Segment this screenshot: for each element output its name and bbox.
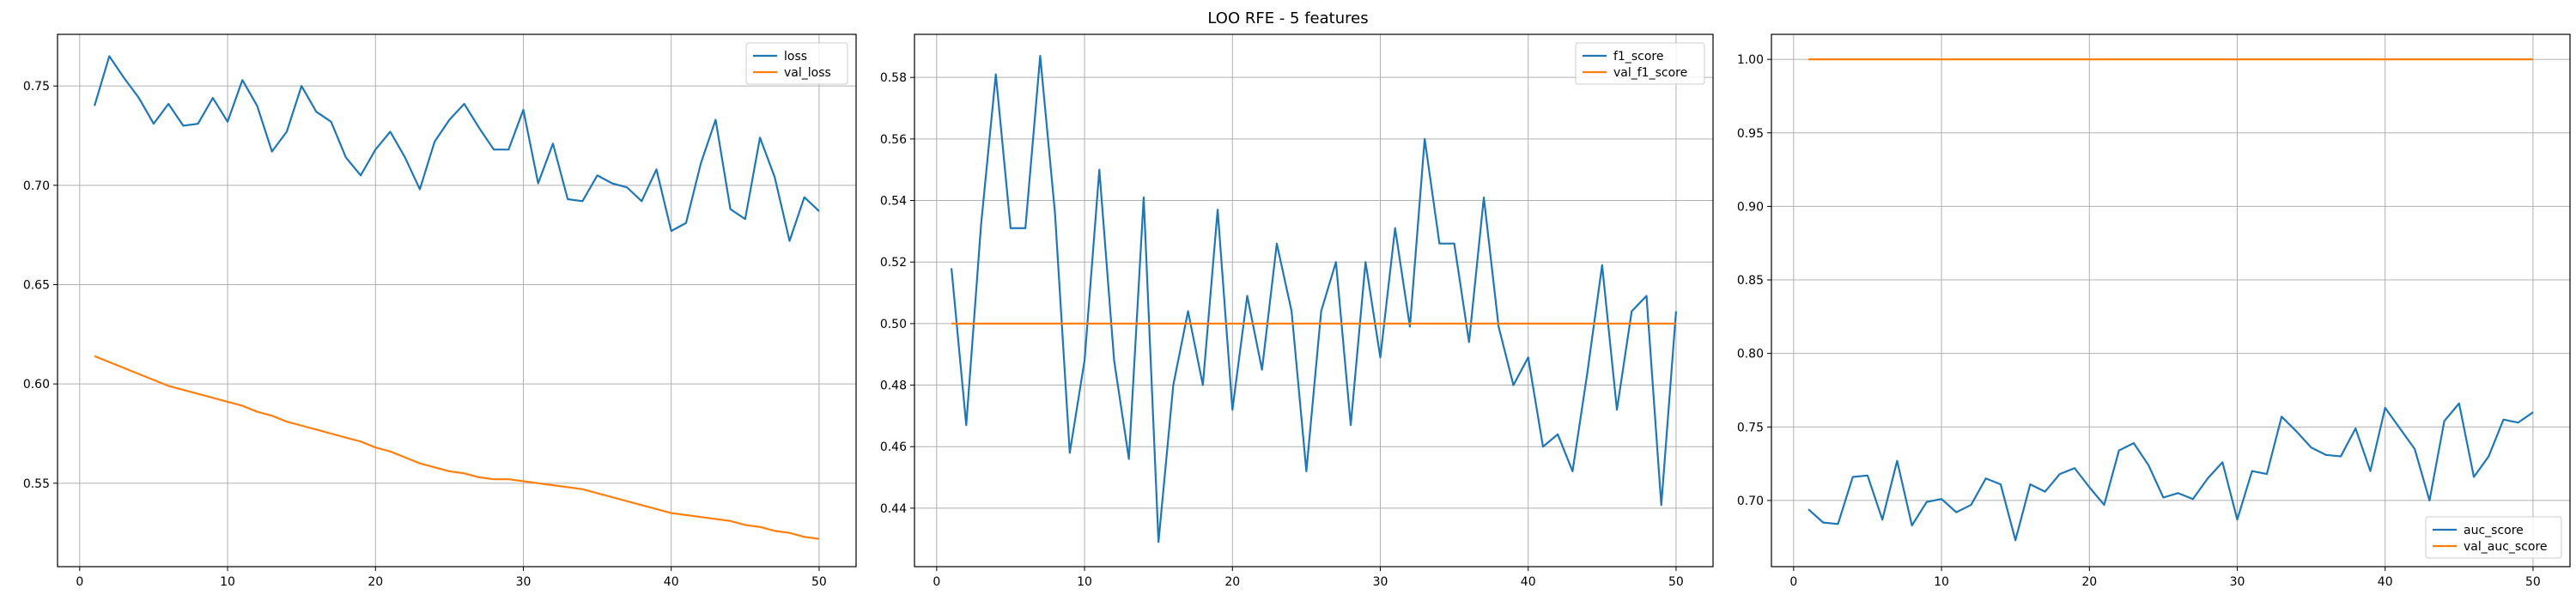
y-tick-label: 0.56 (880, 133, 907, 147)
y-tick-label: 0.95 (1737, 127, 1764, 141)
axes-frame (57, 33, 857, 568)
x-tick-label: 10 (1077, 575, 1092, 589)
legend: loss val_loss (745, 42, 848, 85)
x-tick-label: 40 (664, 575, 679, 589)
x-tick-label: 50 (1668, 575, 1684, 589)
y-tick-label: 0.50 (880, 318, 907, 331)
x-tick-label: 20 (1224, 575, 1240, 589)
subplot-2: 0 10 20 30 40 50 0.44 0.46 0.48 0.50 0.52 0.54 0.56 0… (880, 33, 1714, 589)
y-tick-label: 0.60 (23, 378, 50, 392)
x-tick-label: 30 (516, 575, 532, 589)
y-tick-label: 0.55 (23, 477, 50, 491)
x-tick-label: 50 (2525, 575, 2541, 589)
x-tick-label: 30 (2230, 575, 2245, 589)
legend-label: val_loss (784, 66, 831, 80)
legend: auc_score val_auc_score (2425, 516, 2562, 559)
y-tick-label: 0.85 (1737, 274, 1764, 288)
axes-frame (914, 33, 1714, 568)
y-tick-label: 0.90 (1737, 200, 1764, 214)
subplot-3: 0 10 20 30 40 50 0.70 0.75 0.80 0.85 0.90 0.95 1.00 a… (1737, 33, 2571, 589)
series-line-val-loss (94, 355, 820, 540)
x-tick-label: 20 (2081, 575, 2097, 589)
y-tick-label: 0.65 (23, 278, 50, 292)
y-tick-label: 1.00 (1737, 53, 1764, 67)
legend-label: val_f1_score (1613, 66, 1687, 80)
y-tick-label: 0.75 (23, 80, 50, 94)
y-tick-label: 0.52 (880, 256, 907, 270)
y-tick-label: 0.48 (880, 379, 907, 393)
y-tick-label: 0.75 (1737, 421, 1764, 434)
subplots: 0 10 20 30 40 50 0.55 0.60 0.65 0.70 0.75 loss val_l… (23, 33, 2571, 589)
legend-label: val_auc_score (2464, 540, 2548, 554)
y-tick-label: 0.44 (880, 502, 907, 516)
x-tick-label: 10 (220, 575, 235, 589)
y-tick-label: 0.70 (23, 179, 50, 193)
legend-box (745, 42, 848, 85)
axes-frame (1771, 33, 2571, 568)
grid (1771, 34, 2570, 567)
x-tick-label: 50 (811, 575, 827, 589)
x-tick-label: 10 (1934, 575, 1949, 589)
legend-label: auc_score (2464, 524, 2524, 537)
y-tick-label: 0.80 (1737, 348, 1764, 361)
legend-label: f1_score (1613, 50, 1663, 64)
x-tick-label: 40 (1521, 575, 1536, 589)
series-line-f1-score (950, 54, 1678, 543)
x-tick-label: 20 (368, 575, 383, 589)
y-tick-label: 0.70 (1737, 495, 1764, 508)
figure-title: LOO RFE - 5 features (1207, 9, 1368, 27)
legend-label: loss (784, 50, 807, 64)
x-tick-label: 40 (2378, 575, 2393, 589)
y-tick-label: 0.54 (880, 195, 907, 209)
legend-box (1575, 42, 1705, 85)
x-tick-label: 0 (76, 575, 83, 589)
legend-box (2425, 516, 2562, 559)
series-line-loss (94, 55, 820, 242)
subplot-1: 0 10 20 30 40 50 0.55 0.60 0.65 0.70 0.75 loss val_l… (23, 33, 857, 589)
x-tick-label: 30 (1373, 575, 1388, 589)
y-tick-label: 0.58 (880, 71, 907, 85)
x-tick-label: 0 (933, 575, 940, 589)
series-line-auc-score (1807, 402, 2534, 542)
x-tick-label: 0 (1789, 575, 1797, 589)
grid (58, 34, 856, 567)
y-tick-label: 0.46 (880, 440, 907, 454)
legend: f1_score val_f1_score (1575, 42, 1705, 85)
